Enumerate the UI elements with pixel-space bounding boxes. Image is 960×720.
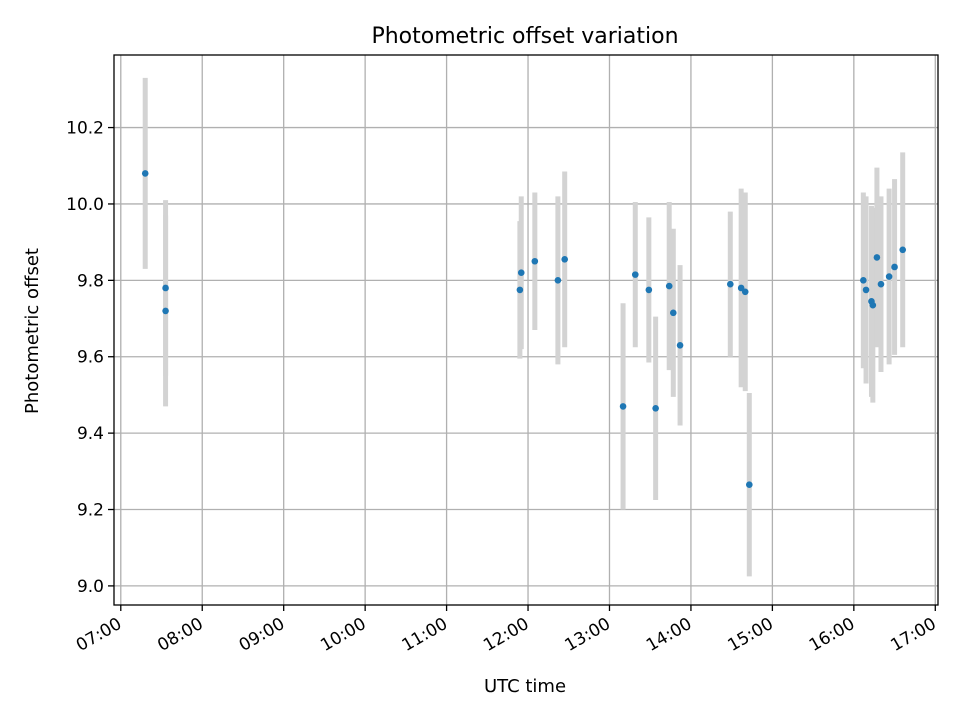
y-tick-label: 9.0	[77, 577, 104, 597]
y-tick-label: 10.2	[66, 119, 104, 139]
data-point	[727, 280, 734, 288]
x-tick-label: 10:00	[317, 614, 369, 656]
y-tick-label: 9.4	[77, 424, 104, 444]
data-point	[885, 273, 893, 280]
x-tick-label: 12:00	[480, 614, 532, 656]
data-point	[631, 271, 639, 278]
y-tick-label: 10.0	[66, 195, 104, 215]
y-axis-label: Photometric offset	[22, 248, 43, 414]
data-point	[891, 263, 898, 271]
data-point	[741, 288, 749, 296]
x-tick-label: 08:00	[154, 614, 206, 656]
y-ticks: 9.0 9.2 9.4 9.6 9.8 10.0 10.2	[66, 119, 114, 597]
x-axis-label: UTC time	[484, 676, 566, 697]
x-tick-label: 07:00	[73, 614, 125, 656]
data-point	[645, 286, 653, 294]
x-tick-label: 14:00	[643, 614, 695, 656]
chart-title: Photometric offset variation	[371, 24, 678, 49]
data-point	[517, 269, 525, 277]
plot-frame	[113, 54, 939, 606]
data-point	[862, 286, 870, 294]
data-point	[873, 254, 881, 261]
data-point	[669, 309, 677, 317]
data-point	[869, 301, 877, 309]
data-point	[561, 256, 568, 263]
data-points	[141, 170, 907, 488]
x-tick-label: 11:00	[399, 614, 451, 656]
data-point	[877, 280, 885, 288]
y-tick-label: 9.6	[77, 348, 104, 368]
y-tick-label: 9.8	[77, 271, 104, 291]
data-point	[652, 404, 659, 412]
x-tick-label: 09:00	[236, 614, 288, 656]
grid	[114, 55, 938, 605]
error-bars	[142, 77, 906, 577]
data-point	[141, 170, 149, 177]
x-ticks: 07:00 08:00 09:00 10:00 11:00 12:00 13:00 14:00…	[73, 605, 940, 656]
data-point	[860, 277, 867, 284]
x-tick-label: 16:00	[806, 614, 858, 656]
data-point	[665, 282, 673, 290]
data-point	[162, 307, 169, 315]
data-point	[619, 403, 627, 410]
data-point	[899, 246, 907, 254]
x-tick-label: 13:00	[562, 614, 614, 656]
y-tick-label: 9.2	[77, 501, 104, 521]
x-tick-label: 15:00	[724, 614, 776, 656]
data-point	[162, 284, 169, 292]
x-tick-label: 17:00	[887, 614, 939, 656]
data-point	[746, 481, 753, 488]
data-point	[531, 257, 539, 265]
data-point	[676, 341, 684, 349]
data-point	[516, 286, 524, 294]
data-point	[554, 277, 562, 284]
